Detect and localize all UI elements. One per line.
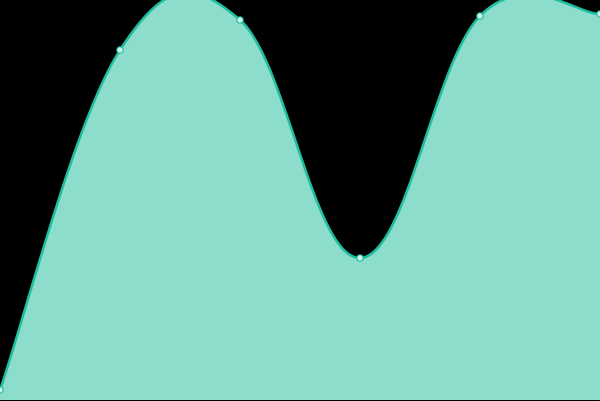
data-point-marker[interactable]: [236, 16, 244, 24]
data-point-marker[interactable]: [116, 46, 124, 54]
data-point-marker[interactable]: [356, 254, 364, 262]
data-point-marker[interactable]: [476, 12, 484, 20]
data-point-marker[interactable]: [0, 386, 4, 394]
